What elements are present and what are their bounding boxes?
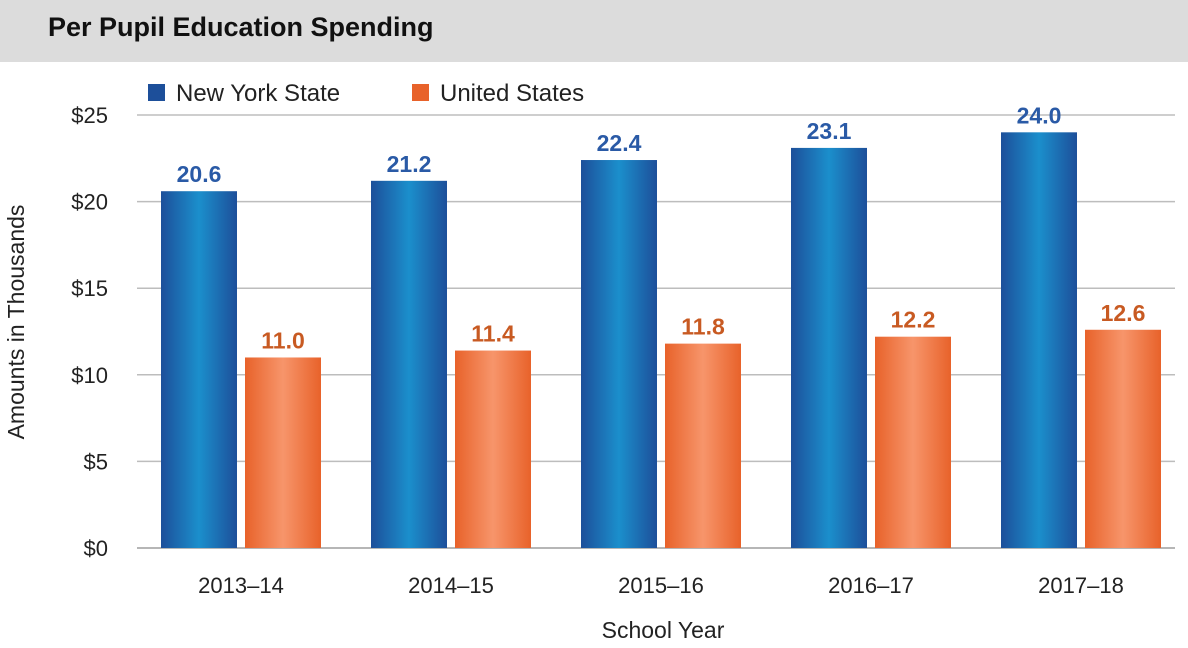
- bar-new-york-state: [581, 160, 657, 549]
- x-tick-label: 2013–14: [198, 573, 284, 598]
- y-tick-label: $15: [71, 276, 108, 301]
- data-label: 12.6: [1101, 300, 1146, 326]
- y-tick-label: $5: [84, 449, 108, 474]
- bar-united-states: [665, 343, 741, 548]
- bar-united-states: [875, 336, 951, 548]
- data-label: 23.1: [807, 118, 852, 144]
- bar-new-york-state: [791, 147, 867, 548]
- legend: New York State United States: [148, 80, 584, 107]
- x-axis-title: School Year: [602, 617, 725, 643]
- legend-label: United States: [440, 80, 584, 107]
- y-tick-label: $25: [71, 103, 108, 128]
- data-label: 11.8: [681, 314, 725, 340]
- bar-new-york-state: [161, 191, 237, 548]
- legend-label: New York State: [176, 80, 340, 107]
- bars: [161, 132, 1161, 549]
- bar-new-york-state: [1001, 132, 1077, 548]
- legend-swatch: [412, 84, 429, 101]
- x-tick-label: 2014–15: [408, 573, 494, 598]
- legend-swatch: [148, 84, 165, 101]
- data-label: 11.0: [261, 327, 305, 353]
- y-tick-label: $0: [84, 536, 108, 561]
- chart-title: Per Pupil Education Spending: [48, 12, 434, 42]
- axes: $0 $5 $10 $15 $20 $25 2013–14 2014–15 2015–16 201…: [3, 103, 1124, 643]
- y-tick-label: $20: [71, 190, 108, 215]
- data-label: 11.4: [471, 321, 515, 347]
- data-labels: 20.6 21.2 22.4 23.1 24.0 11.0 11.4 11.8 12.2 12.6: [177, 102, 1146, 353]
- chart-header: Per Pupil Education Spending: [0, 0, 1188, 62]
- x-tick-label: 2015–16: [618, 573, 704, 598]
- x-tick-label: 2017–18: [1038, 573, 1124, 598]
- bar-united-states: [245, 357, 321, 548]
- bar-united-states: [1085, 329, 1161, 548]
- data-label: 22.4: [597, 130, 642, 156]
- y-tick-label: $10: [71, 363, 108, 388]
- y-axis-title: Amounts in Thousands: [3, 205, 29, 440]
- data-label: 24.0: [1017, 102, 1062, 128]
- bar-united-states: [455, 350, 531, 548]
- bar-new-york-state: [371, 180, 447, 549]
- data-label: 12.2: [891, 307, 936, 333]
- x-tick-label: 2016–17: [828, 573, 914, 598]
- data-label: 21.2: [387, 151, 432, 177]
- data-label: 20.6: [177, 161, 222, 187]
